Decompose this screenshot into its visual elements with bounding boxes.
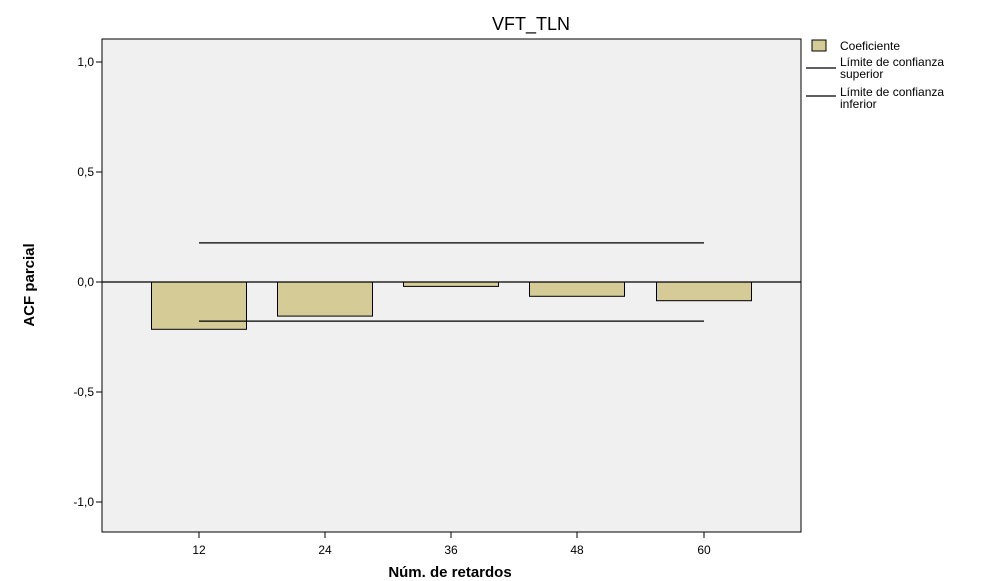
legend-label-coef: Coeficiente bbox=[840, 39, 900, 53]
bar-24 bbox=[277, 281, 373, 317]
bar-12 bbox=[151, 281, 247, 330]
x-tick-label: 24 bbox=[318, 543, 332, 557]
y-tick-label: 0,5 bbox=[77, 165, 94, 179]
legend: Coeficiente Límite de confianza superior… bbox=[806, 39, 944, 111]
x-axis-title: Núm. de retardos bbox=[388, 564, 511, 581]
y-axis-ticks: 1,0 0,5 0,0 -0,5 -1,0 bbox=[73, 55, 102, 509]
x-tick-label: 60 bbox=[697, 543, 711, 557]
y-tick-label: -1,0 bbox=[73, 495, 94, 509]
x-axis-ticks: 12 24 36 48 60 bbox=[192, 532, 711, 557]
x-tick-label: 36 bbox=[444, 543, 458, 557]
x-tick-label: 48 bbox=[570, 543, 584, 557]
y-tick-label: 1,0 bbox=[77, 55, 94, 69]
bar-36 bbox=[403, 281, 499, 287]
legend-label-upper-1: Límite de confianza bbox=[840, 55, 944, 69]
y-tick-label: -0,5 bbox=[73, 385, 94, 399]
bar-48 bbox=[529, 281, 625, 297]
legend-label-lower-1: Límite de confianza bbox=[840, 85, 944, 99]
x-tick-label: 12 bbox=[192, 543, 206, 557]
legend-swatch-coef bbox=[811, 39, 827, 52]
bar-60 bbox=[656, 281, 752, 302]
y-axis-title: ACF parcial bbox=[21, 243, 38, 326]
legend-label-upper-2: superior bbox=[840, 67, 883, 81]
chart-title: VFT_TLN bbox=[492, 14, 570, 35]
legend-label-lower-2: inferior bbox=[840, 97, 877, 111]
y-tick-label: 0,0 bbox=[77, 275, 94, 289]
